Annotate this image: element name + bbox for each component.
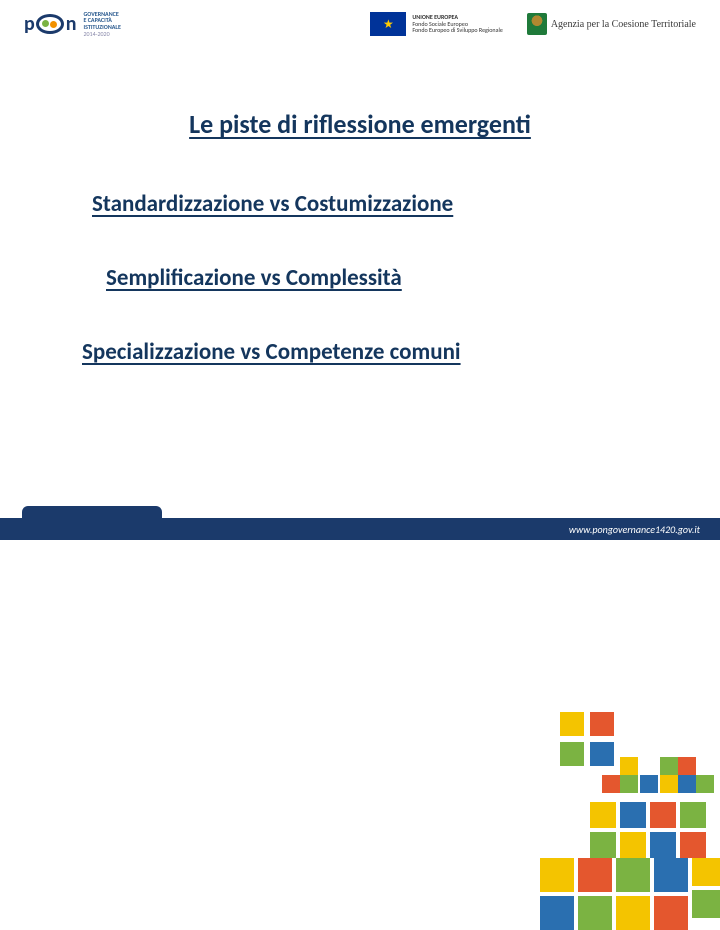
point-2: Semplificazione vs Complessità: [106, 264, 640, 292]
mosaic-square: [692, 858, 720, 886]
eu-flag-icon: ★: [370, 12, 406, 36]
mosaic-square: [578, 896, 612, 930]
mosaic-square: [540, 858, 574, 892]
mosaic-square: [560, 712, 584, 736]
footer-bar: www.pongovernance1420.gov.it: [0, 518, 720, 540]
eu-logo-block: ★ UNIONE EUROPEA Fondo Sociale Europeo F…: [370, 12, 502, 36]
mosaic-square: [654, 896, 688, 930]
mosaic-square: [560, 742, 584, 766]
mosaic-square: [680, 802, 706, 828]
mosaic-square: [602, 775, 620, 793]
mosaic-square: [616, 858, 650, 892]
mosaic-square: [540, 896, 574, 930]
agency-name: Agenzia per la Coesione Territoriale: [551, 19, 696, 30]
header-bar: pn Governance e Capacità Istituzionale 2…: [0, 0, 720, 48]
mosaic-square: [692, 890, 720, 918]
mosaic-square: [590, 802, 616, 828]
pon-logo-block: pn Governance e Capacità Istituzionale 2…: [24, 11, 121, 37]
mosaic-square: [660, 775, 678, 793]
eu-text: UNIONE EUROPEA Fondo Sociale Europeo Fon…: [412, 14, 502, 34]
point-3: Specializzazione vs Competenze comuni: [82, 338, 640, 366]
right-logos: ★ UNIONE EUROPEA Fondo Sociale Europeo F…: [370, 12, 696, 36]
pon-oval-icon: [36, 14, 64, 34]
mosaic-square: [620, 802, 646, 828]
mosaic-square: [620, 757, 638, 775]
slide-title: Le piste di riflessione emergenti: [80, 108, 640, 140]
mosaic-square: [620, 775, 638, 793]
eu-sub2: Fondo Europeo di Sviluppo Regionale: [412, 27, 502, 34]
mosaic-square: [678, 775, 696, 793]
agency-logo-block: Agenzia per la Coesione Territoriale: [527, 13, 696, 35]
footer-url: www.pongovernance1420.gov.it: [569, 523, 700, 536]
italy-emblem-icon: [527, 13, 547, 35]
mosaic-square: [620, 832, 646, 858]
mosaic-square: [578, 858, 612, 892]
mosaic-square: [660, 757, 678, 775]
pon-years: 2014-2020: [83, 31, 120, 38]
mosaic-square: [590, 712, 614, 736]
mosaic-square: [696, 775, 714, 793]
point-1: Standardizzazione vs Costumizzazione: [92, 190, 640, 218]
mosaic-square: [678, 757, 696, 775]
mosaic-square: [616, 896, 650, 930]
mosaic-square: [680, 832, 706, 858]
slide-content: Le piste di riflessione emergenti Standa…: [0, 48, 720, 366]
mosaic-square: [590, 742, 614, 766]
pon-logo: pn: [24, 12, 77, 36]
mosaic-square: [650, 802, 676, 828]
pon-n: n: [66, 12, 78, 36]
mosaic-square: [590, 832, 616, 858]
mosaic-square: [650, 832, 676, 858]
mosaic-square: [640, 775, 658, 793]
pon-tagline: Governance e Capacità Istituzionale 2014…: [83, 11, 120, 37]
footer-tab: [22, 506, 162, 518]
mosaic-square: [654, 858, 688, 892]
